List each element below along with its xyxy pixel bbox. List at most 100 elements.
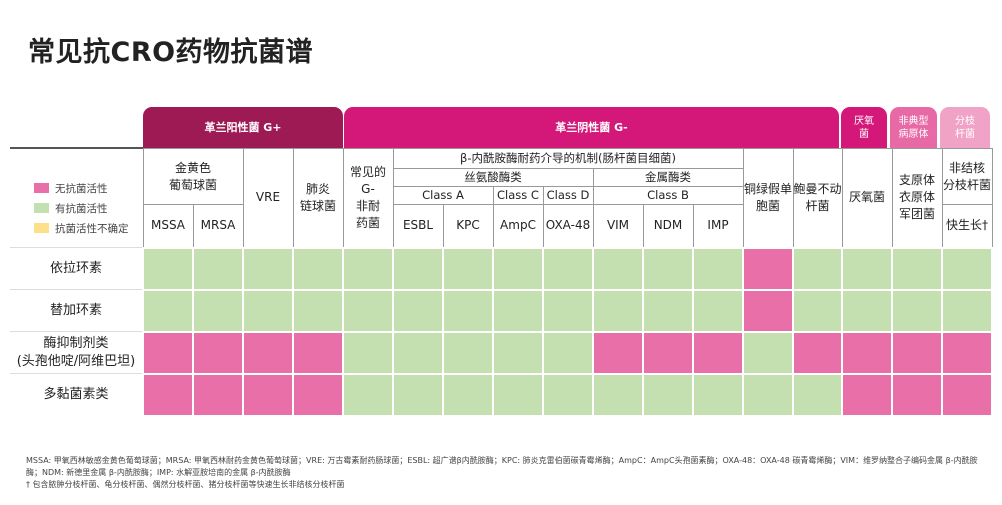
legend-item-uncertain: 抗菌活性不确定 — [34, 218, 129, 238]
cell-no-activity — [242, 330, 294, 375]
cell-activity — [941, 288, 994, 333]
cell-activity — [742, 330, 794, 375]
header-esbl: ESBL — [392, 204, 444, 248]
cell-activity — [442, 288, 494, 333]
cell-activity — [242, 288, 294, 333]
header-kpc: KPC — [442, 204, 494, 248]
footnotes: MSSA: 甲氧西林敏感金黄色葡萄球菌；MRSA: 甲氧西林耐药金黄色葡萄球菌；… — [26, 455, 986, 491]
cell-activity — [592, 288, 644, 333]
cell-no-activity — [891, 330, 944, 375]
header-vim: VIM — [592, 204, 644, 248]
group-atypical: 非典型 病原体 — [890, 107, 937, 148]
header-beta-lactamase: β-内酰胺酶耐药介导的机制(肠杆菌目细菌) — [392, 148, 744, 169]
cell-no-activity — [791, 330, 844, 375]
table-row: 酶抑制剂类 (头孢他啶/阿维巴坦) — [10, 330, 994, 375]
legend: 无抗菌活性 有抗菌活性 抗菌活性不确定 — [34, 178, 129, 238]
cell-no-activity — [242, 372, 294, 417]
cell-no-activity — [192, 330, 244, 375]
cell-activity — [292, 288, 344, 333]
cell-activity — [442, 246, 494, 291]
cell-activity — [891, 246, 944, 291]
cell-activity — [492, 288, 544, 333]
cell-activity — [642, 372, 694, 417]
cell-activity — [542, 246, 594, 291]
cell-activity — [342, 372, 394, 417]
header-vre: VRE — [242, 148, 294, 248]
group-gram-positive: 革兰阳性菌 G+ — [143, 107, 343, 148]
cell-activity — [542, 288, 594, 333]
header-ntm: 非结核 分枝杆菌 — [941, 148, 993, 205]
drug-label: 酶抑制剂类 (头孢他啶/阿维巴坦) — [10, 331, 143, 374]
cell-activity — [791, 372, 844, 417]
header-ampc: AmpC — [492, 204, 544, 248]
cell-activity — [142, 246, 194, 291]
header-mrsa: MRSA — [192, 204, 244, 248]
header-mssa: MSSA — [142, 204, 194, 248]
cell-no-activity — [941, 372, 994, 417]
cell-activity — [492, 330, 544, 375]
cell-activity — [692, 246, 744, 291]
cell-no-activity — [941, 330, 994, 375]
header-oxa48: OXA-48 — [542, 204, 594, 248]
cell-activity — [342, 246, 394, 291]
cell-activity — [841, 246, 894, 291]
footnote-abbreviations: MSSA: 甲氧西林敏感金黄色葡萄球菌；MRSA: 甲氧西林耐药金黄色葡萄球菌；… — [26, 456, 978, 477]
cell-activity — [791, 288, 844, 333]
cell-activity — [742, 372, 794, 417]
cell-activity — [492, 372, 544, 417]
page-title: 常见抗CRO药物抗菌谱 — [28, 37, 314, 68]
cell-no-activity — [142, 372, 194, 417]
footnote-rapid-growth: † 包含脓肿分枝杆菌、龟分枝杆菌、偶然分枝杆菌、猪分枝杆菌等快速生长非结核分枝杆… — [26, 480, 345, 489]
drug-label: 替加环素 — [10, 289, 143, 332]
cell-no-activity — [692, 330, 744, 375]
legend-item-activity: 有抗菌活性 — [34, 198, 129, 218]
cell-activity — [692, 288, 744, 333]
header-strep: 肺炎 链球菌 — [292, 148, 344, 248]
legend-label: 无抗菌活性 — [55, 182, 108, 195]
cell-activity — [542, 372, 594, 417]
cell-no-activity — [192, 372, 244, 417]
cell-no-activity — [891, 372, 944, 417]
cell-no-activity — [841, 372, 894, 417]
cell-no-activity — [292, 330, 344, 375]
cell-activity — [342, 330, 394, 375]
legend-label: 有抗菌活性 — [55, 202, 108, 215]
cell-activity — [392, 372, 444, 417]
cell-activity — [542, 330, 594, 375]
group-anaerobe: 厌氧 菌 — [841, 107, 887, 148]
cell-activity — [292, 246, 344, 291]
cell-activity — [192, 246, 244, 291]
header-common-gneg: 常见的 G- 非耐 药菌 — [342, 148, 394, 248]
cell-activity — [841, 288, 894, 333]
table-row: 替加环素 — [10, 288, 994, 333]
header-serine: 丝氨酸酶类 — [392, 168, 594, 187]
cell-activity — [442, 330, 494, 375]
cell-activity — [142, 288, 194, 333]
cell-no-activity — [592, 330, 644, 375]
cell-activity — [392, 330, 444, 375]
group-gram-negative: 革兰阴性菌 G- — [344, 107, 839, 148]
header-ndm: NDM — [642, 204, 694, 248]
cell-activity — [342, 288, 394, 333]
header-class-b: Class B — [592, 186, 744, 205]
cell-no-activity — [742, 288, 794, 333]
antibacterial-spectrum-table: 金黄色 葡萄球菌 VRE 肺炎 链球菌 常见的 G- 非耐 药菌 β-内酰胺酶耐… — [10, 148, 994, 417]
header-metallo: 金属酶类 — [592, 168, 744, 187]
cell-activity — [242, 246, 294, 291]
cell-no-activity — [142, 330, 194, 375]
header-rapid-growth: 快生长† — [941, 204, 993, 248]
cell-no-activity — [742, 246, 794, 291]
cell-no-activity — [642, 330, 694, 375]
cell-activity — [592, 246, 644, 291]
drug-label: 多黏菌素类 — [10, 373, 143, 416]
green-swatch-icon — [34, 203, 49, 213]
header-acinetobacter: 鲍曼不动 杆菌 — [792, 148, 843, 248]
cell-activity — [791, 246, 844, 291]
header-atypical: 支原体 衣原体 军团菌 — [891, 148, 943, 248]
header-anaerobe: 厌氧菌 — [841, 148, 893, 248]
header-pseudomonas: 铜绿假单 胞菌 — [742, 148, 794, 248]
header-staph: 金黄色 葡萄球菌 — [142, 148, 244, 205]
header-class-c: Class C — [492, 186, 544, 205]
cell-activity — [392, 246, 444, 291]
header-imp: IMP — [692, 204, 744, 248]
